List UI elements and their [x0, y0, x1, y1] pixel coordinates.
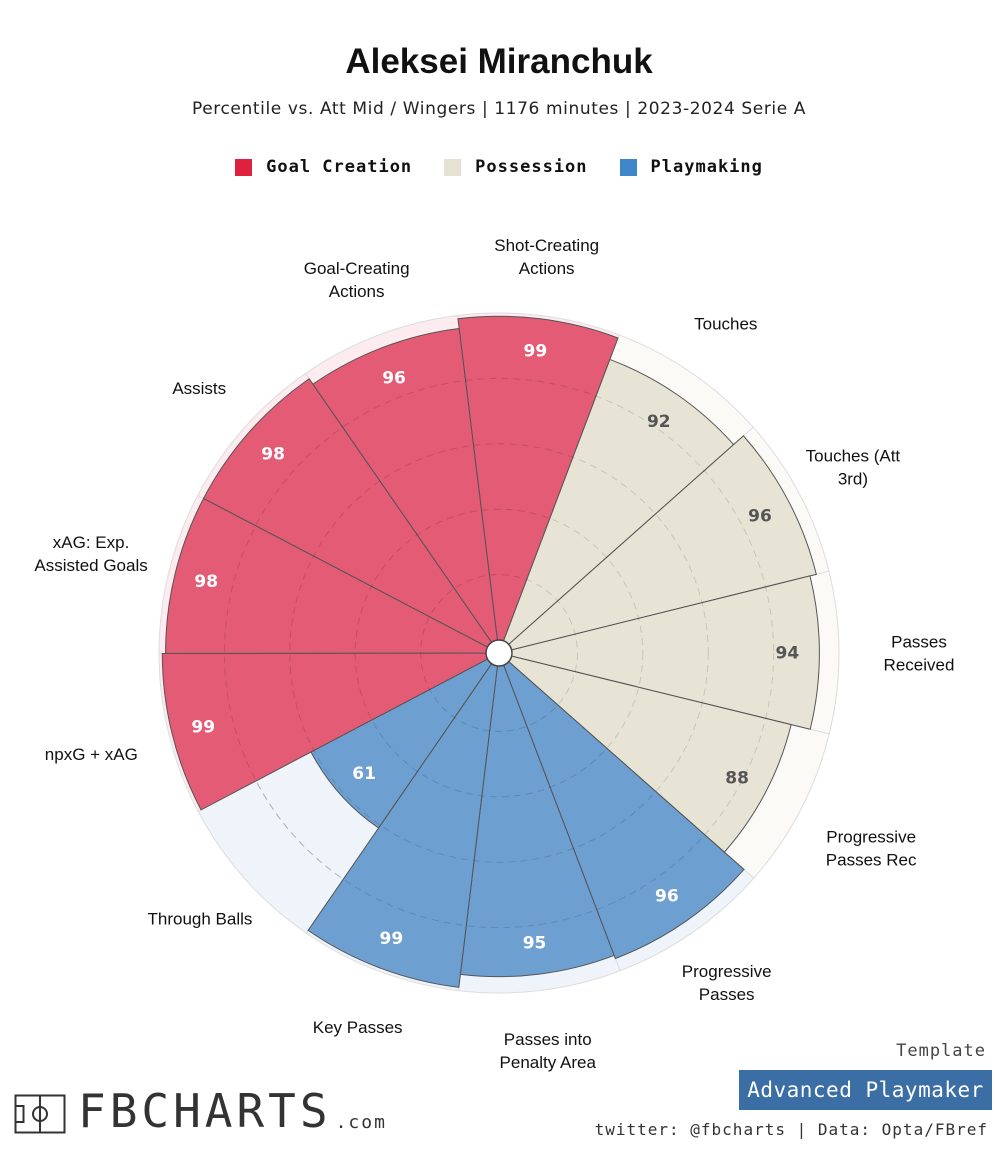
pitch-icon [14, 1094, 66, 1134]
category-label-touches: Touches [694, 315, 757, 334]
category-label-progressive-passes-rec: ProgressivePasses Rec [826, 828, 917, 870]
value-label-xag-exp-assisted-goals: 98 [194, 572, 218, 592]
value-label-goal-creating-actions: 96 [382, 368, 406, 388]
value-label-shot-creating-actions: 99 [523, 341, 547, 361]
value-label-passes-into-penalty-area: 95 [523, 933, 547, 953]
category-label-xag-exp-assisted-goals: xAG: Exp.Assisted Goals [34, 533, 147, 575]
category-label-passes-into-penalty-area: Passes intoPenalty Area [500, 1030, 597, 1072]
category-label-shot-creating-actions: Shot-CreatingActions [494, 236, 599, 278]
value-label-progressive-passes: 96 [655, 886, 679, 906]
value-label-npxg-xag: 99 [191, 717, 215, 737]
polar-chart: 99 Shot-CreatingActions 92 Touches 96 Touches… [0, 0, 998, 1150]
category-label-progressive-passes: ProgressivePasses [682, 962, 772, 1004]
category-label-key-passes: Key Passes [313, 1018, 403, 1037]
brand-text: FBCHARTS [78, 1088, 332, 1134]
category-label-goal-creating-actions: Goal-CreatingActions [304, 259, 410, 301]
template-badge: Advanced Playmaker [739, 1070, 992, 1110]
category-label-assists: Assists [172, 379, 226, 398]
credits: twitter: @fbcharts | Data: Opta/FBref [595, 1120, 988, 1139]
brand-logo: FBCHARTS .com [14, 1088, 387, 1134]
value-label-key-passes: 99 [379, 929, 403, 949]
value-label-touches: 92 [647, 412, 671, 432]
category-label-through-balls: Through Balls [148, 910, 253, 929]
value-label-progressive-passes-rec: 88 [725, 769, 749, 789]
brand-suffix: .com [336, 1112, 387, 1134]
category-label-npxg-xag: npxG + xAG [45, 745, 138, 764]
value-label-through-balls: 61 [352, 764, 376, 784]
category-label-touches-att-3rd: Touches (Att3rd) [806, 447, 901, 489]
value-label-passes-received: 94 [776, 644, 800, 664]
center-hub [486, 640, 512, 666]
value-label-touches-att-3rd: 96 [748, 507, 772, 527]
value-label-assists: 98 [261, 444, 285, 464]
category-label-passes-received: PassesReceived [884, 632, 955, 674]
template-label: Template [896, 1041, 986, 1061]
